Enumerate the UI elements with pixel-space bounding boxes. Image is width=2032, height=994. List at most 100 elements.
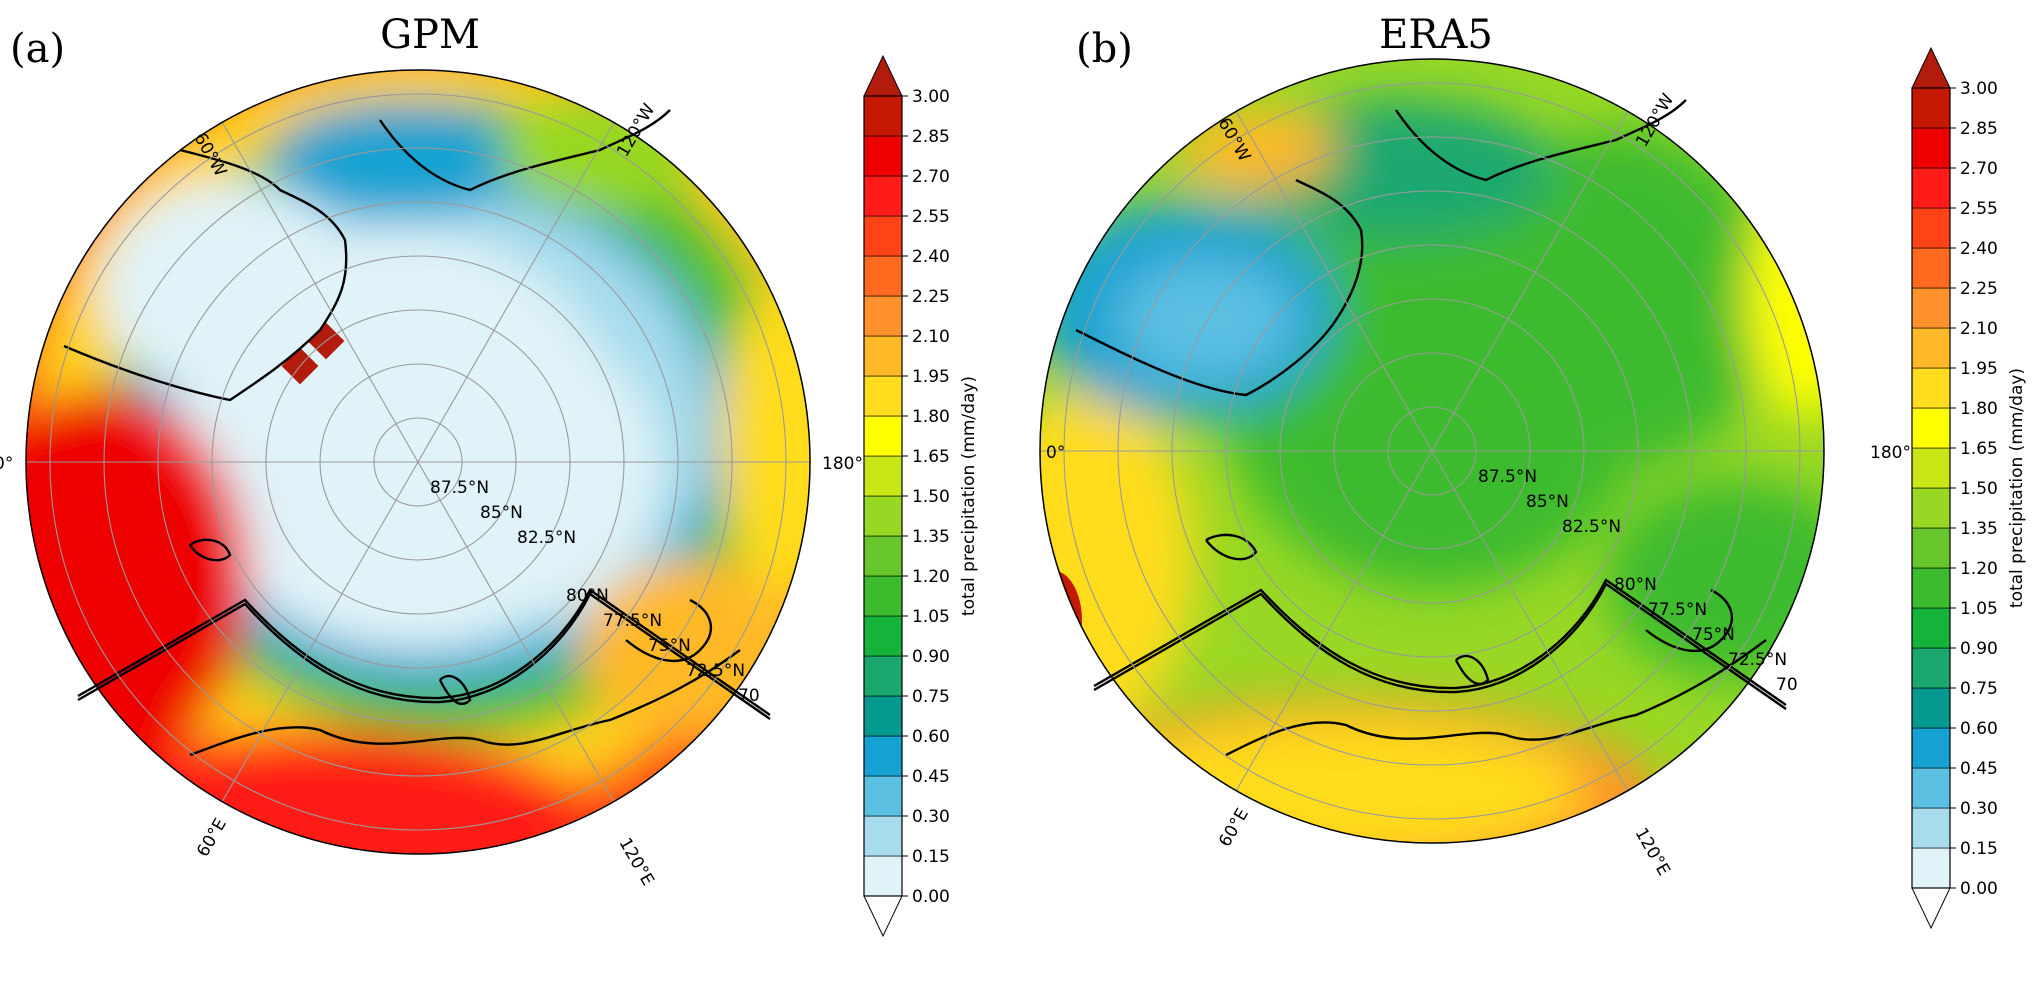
colorbar-segment — [1911, 207, 1951, 249]
colorbar-extend-bottom — [1911, 887, 1951, 930]
colorbar-tick-label: 1.80 — [1960, 399, 1998, 419]
colorbar-segment — [1911, 287, 1951, 329]
colorbar-segment — [863, 255, 903, 297]
map-canvas-a: (a) GPM — [0, 12, 979, 938]
colorbar-segment — [1911, 447, 1951, 489]
colorbar-segment — [1911, 487, 1951, 529]
colorbar-tick-label: 1.65 — [912, 447, 950, 467]
colorbar: 0.00 0.15 0.30 0.45 0.60 0.75 0.90 1.05 1.20 1.35… — [863, 54, 979, 938]
colorbar-segment — [863, 415, 903, 457]
colorbar-tick-label: 1.50 — [1960, 479, 1998, 499]
colorbar-label: total precipitation (mm/day) — [959, 376, 979, 616]
precipitation-field — [1040, 59, 1824, 843]
colorbar-segment — [863, 295, 903, 337]
colorbar-tick-label: 2.85 — [1960, 119, 1998, 139]
colorbar-tick-label: 0.75 — [1960, 679, 1998, 699]
colorbar-tick-label: 1.20 — [912, 567, 950, 587]
latitude-label: 85°N — [480, 503, 523, 523]
colorbar-segment — [1911, 767, 1951, 809]
colorbar-tick-label: 2.10 — [1960, 319, 1998, 339]
colorbar-tick-label: 2.25 — [912, 287, 950, 307]
colorbar-tick-label: 3.00 — [912, 87, 950, 107]
colorbar-tick-label: 2.85 — [912, 127, 950, 147]
colorbar-tick-label: 0.30 — [912, 807, 950, 827]
longitude-label: 60°E — [193, 815, 231, 860]
colorbar-tick-label: 2.25 — [1960, 279, 1998, 299]
colorbar-tick-label: 2.10 — [912, 327, 950, 347]
colorbar-tick-label: 0.90 — [912, 647, 950, 667]
colorbar-tick-label: 0.45 — [912, 767, 950, 787]
longitude-label: 120°E — [615, 835, 658, 890]
colorbar-tick-label: 2.40 — [1960, 239, 1998, 259]
colorbar-segment — [863, 135, 903, 177]
colorbar-tick-label: 1.05 — [1960, 599, 1998, 619]
colorbar-tick-label: 2.55 — [912, 207, 950, 227]
latitude-label: 87.5°N — [1478, 467, 1537, 487]
colorbar-tick-label: 2.40 — [912, 247, 950, 267]
longitude-label: 0° — [1046, 443, 1065, 463]
latitude-label: 82.5°N — [517, 528, 576, 548]
colorbar-segment — [1911, 727, 1951, 769]
panel-gpm: (a) GPM — [0, 12, 979, 938]
latitude-label: 75°N — [648, 636, 691, 656]
graticule — [26, 93, 810, 831]
colorbar-segment — [1911, 407, 1951, 449]
colorbar-segment — [863, 535, 903, 577]
colorbar-tick-label: 2.55 — [1960, 199, 1998, 219]
colorbar-tick-label: 0.90 — [1960, 639, 1998, 659]
colorbar-segment — [863, 735, 903, 777]
colorbar-segment — [863, 375, 903, 417]
colorbar-tick-label: 0.30 — [1960, 799, 1998, 819]
colorbar-segment — [863, 815, 903, 857]
colorbar-tick-label: 1.20 — [1960, 559, 1998, 579]
colorbar-segment — [863, 615, 903, 657]
longitude-label: 60°E — [1215, 805, 1253, 850]
panel-letter: (b) — [1076, 26, 1133, 72]
colorbar-tick-label: 1.35 — [912, 527, 950, 547]
colorbar-segment — [863, 575, 903, 617]
longitude-label: 180° — [822, 454, 863, 474]
colorbar-segment — [1911, 87, 1951, 129]
colorbar-tick-label: 1.05 — [912, 607, 950, 627]
colorbar-segment — [1911, 167, 1951, 209]
colorbar-segment — [1911, 807, 1951, 849]
colorbar-segment — [1911, 527, 1951, 569]
colorbar-segment — [1911, 687, 1951, 729]
colorbar-tick-label: 0.00 — [1960, 879, 1998, 899]
colorbar-segment — [863, 775, 903, 817]
colorbar-segment — [1911, 607, 1951, 649]
precipitation-field — [26, 70, 810, 854]
colorbar-tick-label: 1.80 — [912, 407, 950, 427]
colorbar-extend-top — [863, 54, 903, 97]
colorbar-extend-top — [1911, 46, 1951, 89]
colorbar-segment — [863, 495, 903, 537]
colorbar-segment — [1911, 247, 1951, 289]
latitude-label: 80°N — [566, 586, 609, 606]
latitude-label: 87.5°N — [430, 478, 489, 498]
map-boundary — [1039, 58, 1825, 844]
colorbar-tick-label: 1.50 — [912, 487, 950, 507]
colorbar-segment — [863, 335, 903, 377]
colorbar-tick-label: 1.65 — [1960, 439, 1998, 459]
latitude-label: 72.5°N — [686, 661, 745, 681]
latitude-label: 72.5°N — [1728, 650, 1787, 670]
colorbar-segment — [1911, 567, 1951, 609]
colorbar-segment — [863, 455, 903, 497]
colorbar-tick-label: 0.45 — [1960, 759, 1998, 779]
colorbar-tick-label: 0.00 — [912, 887, 950, 907]
longitude-label: 180° — [1870, 443, 1911, 463]
latitude-label: 70 — [738, 686, 760, 706]
longitude-label: 120°E — [1631, 825, 1674, 880]
colorbar-extend-bottom — [863, 895, 903, 938]
map-canvas-b: (b) ERA5 — [1039, 12, 2027, 930]
colorbar-tick-label: 0.75 — [912, 687, 950, 707]
coastline — [63, 109, 771, 757]
colorbar-label: total precipitation (mm/day) — [2007, 368, 2027, 608]
colorbar-tick-label: 0.15 — [1960, 839, 1998, 859]
colorbar-tick-label: 1.35 — [1960, 519, 1998, 539]
panel-era5: (b) ERA5 — [1016, 0, 2032, 994]
latitude-label: 77.5°N — [1648, 600, 1707, 620]
colorbar-segment — [1911, 847, 1951, 889]
colorbar-segment — [1911, 327, 1951, 369]
colorbar: 0.00 0.15 0.30 0.45 0.60 0.75 0.90 1.05 1.20 1.35… — [1911, 46, 2027, 930]
